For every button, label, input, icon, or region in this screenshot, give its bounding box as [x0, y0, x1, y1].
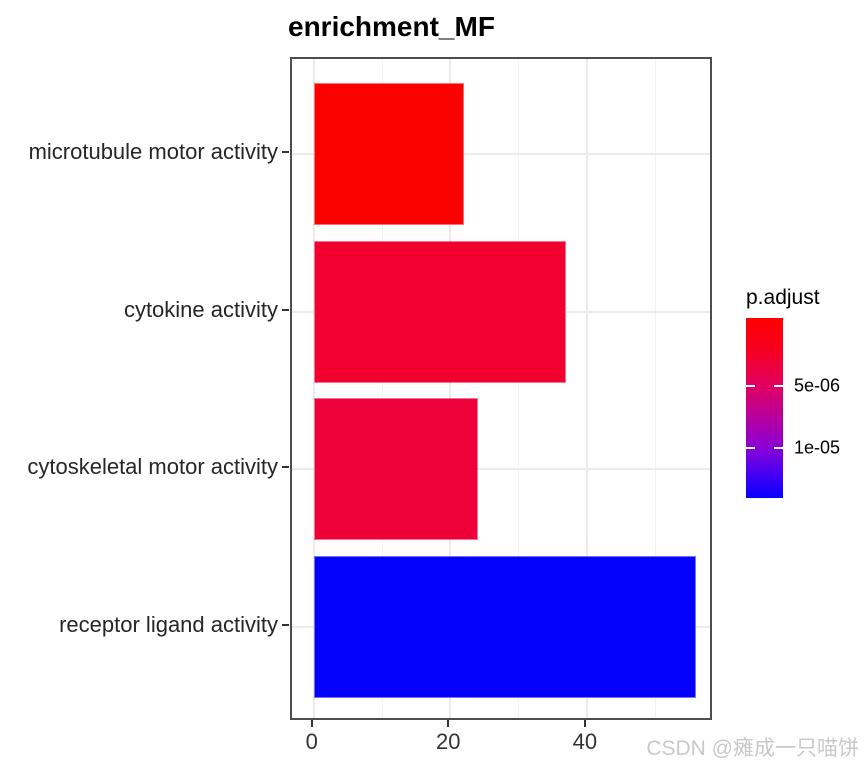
y-axis-tick [282, 624, 289, 627]
y-axis-label: microtubule motor activity [28, 138, 278, 164]
legend-title: p.adjust [746, 286, 820, 309]
bar [313, 82, 464, 225]
legend-tick-label: 1e-05 [794, 437, 841, 458]
gridline-horizontal-major [292, 152, 710, 155]
x-axis-tick-label: 0 [305, 729, 318, 754]
x-axis-tick-label: 20 [436, 729, 461, 754]
legend: p.adjust 5e-06 1e-05 [746, 286, 865, 498]
plot-panel [290, 57, 712, 720]
x-axis-tick [447, 720, 450, 727]
y-axis-label: cytokine activity [123, 296, 278, 322]
y-axis-label: receptor ligand activity [59, 612, 278, 638]
legend-gradient-bar: 5e-06 1e-05 [746, 318, 840, 498]
y-axis-tick [282, 466, 289, 469]
gridline-horizontal-major [292, 468, 710, 471]
bar [313, 398, 478, 541]
gridline-vertical-minor [654, 59, 656, 718]
chart-title: enrichment_MF [288, 11, 495, 42]
gridline-vertical-minor [518, 59, 520, 718]
x-axis-tick [310, 720, 313, 727]
gridline-vertical-minor [381, 59, 383, 718]
legend-tick [746, 446, 755, 449]
bar [313, 556, 697, 699]
y-axis-tick [282, 150, 289, 153]
y-axis-label: cytoskeletal motor activity [27, 454, 278, 480]
legend-tick [746, 384, 755, 387]
gridline-vertical-major [585, 59, 588, 718]
y-axis-tick [282, 308, 289, 311]
legend-tick-label: 5e-06 [794, 375, 841, 395]
gridline-vertical-major [312, 59, 315, 718]
legend-tick [774, 446, 783, 449]
watermark: CSDN @瘫成一只喵饼 [646, 737, 859, 760]
bar [313, 240, 567, 383]
x-axis-tick-label: 40 [572, 729, 598, 754]
gridline-vertical-major [449, 59, 452, 718]
x-axis-tick [583, 720, 586, 727]
legend-tick [774, 384, 783, 387]
